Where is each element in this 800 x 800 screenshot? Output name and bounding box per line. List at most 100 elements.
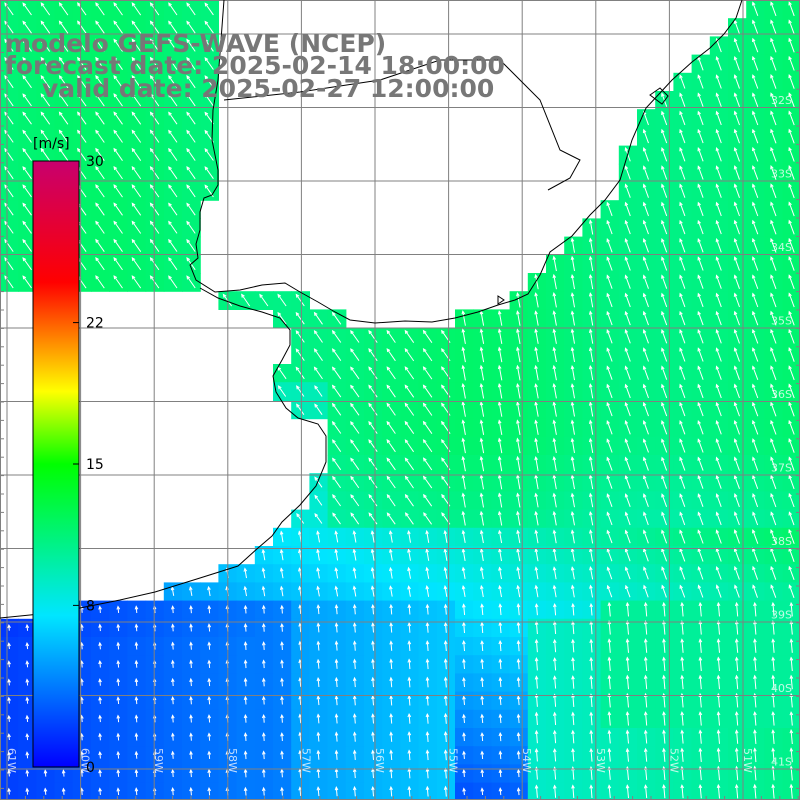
wind-arrow [770,274,777,290]
longitude-label: 54W [520,748,533,773]
wind-arrow [661,456,668,471]
wind-arrow [25,714,30,722]
wind-arrow [516,328,521,344]
wind-arrow [606,347,613,362]
wind-arrow [334,640,339,651]
wind-arrow [679,165,686,180]
wind-arrow [679,292,686,308]
colorbar-tick-label: 15 [86,457,104,473]
wind-arrow [189,585,193,596]
wind-arrow [189,641,193,650]
wind-arrow [661,383,668,399]
wind-arrow [715,292,722,308]
wind-arrow [22,166,32,180]
wind-arrow [607,601,612,617]
wind-arrow [7,696,11,704]
wind-arrow [625,638,630,653]
wind-arrow [316,749,321,760]
wind-arrow [589,584,593,598]
border-line [223,59,581,191]
wind-arrow [131,238,142,252]
wind-arrow [404,493,414,507]
wind-arrow [479,328,485,344]
wind-arrow [661,292,668,308]
wind-arrow [788,201,795,217]
wind-arrow [606,566,613,580]
wind-arrow [462,640,466,652]
wind-arrow [624,310,631,326]
wind-arrow [462,603,466,616]
wind-arrow [461,510,466,526]
wind-arrow [386,512,396,525]
wind-arrow [643,511,649,526]
wind-arrow [480,603,484,616]
wind-arrow [497,401,503,417]
wind-arrow [680,601,685,617]
wind-arrow [368,384,378,398]
wind-arrow [386,366,396,380]
wind-arrow [316,695,321,706]
wind-arrow [77,20,87,34]
wind-arrow [386,329,396,343]
wind-arrow [461,328,466,344]
wind-arrow [425,621,430,633]
wind-arrow [733,110,740,126]
longitude-label: 60W [79,748,92,773]
wind-arrow [371,676,375,688]
wind-arrow [243,768,248,778]
wind-arrow [697,128,704,144]
wind-arrow [752,37,759,53]
wind-arrow [186,75,196,89]
wind-arrow [570,383,575,399]
wind-arrow [368,457,378,471]
wind-arrow [788,438,795,453]
wind-arrow [642,256,649,271]
wind-arrow [606,438,613,453]
wind-arrow [642,183,649,198]
wind-arrow [116,787,121,796]
wind-arrow [771,747,775,763]
wind-arrow [788,365,795,381]
wind-arrow [679,420,686,435]
wind-arrow [207,750,212,759]
wind-arrow [425,603,430,615]
wind-arrow [443,731,448,743]
wind-arrow [352,713,357,724]
wind-arrow [606,292,613,308]
wind-arrow [715,165,722,180]
wind-arrow [788,584,795,598]
wind-arrow [534,638,539,653]
colorbar-tick-label: 22 [86,316,104,332]
wind-arrow [243,623,248,632]
wind-arrow [479,346,485,363]
wind-arrow [371,640,375,651]
wind-arrow [334,622,339,633]
latitude-label: 41S [771,756,792,769]
wind-arrow [77,74,87,89]
wind-arrow [552,711,557,726]
wind-arrow [516,291,521,308]
wind-arrow [334,567,339,579]
wind-arrow [425,658,430,670]
wind-arrow [171,787,175,796]
wind-arrow [407,785,412,797]
wind-arrow [516,658,521,670]
wind-arrow [280,750,284,760]
wind-arrow [662,747,666,762]
wind-arrow [606,274,613,289]
wind-arrow [771,638,776,653]
wind-arrow [607,674,612,690]
wind-arrow [733,292,740,308]
wind-arrow [733,328,740,344]
wind-arrow [661,493,668,507]
wind-arrow [389,676,393,688]
wind-arrow [313,329,323,343]
wind-arrow [752,456,759,471]
wind-arrow [770,328,777,344]
wind-arrow [280,695,284,705]
wind-arrow [77,147,87,161]
wind-arrow [607,711,612,726]
wind-arrow [40,56,51,70]
wind-arrow [661,529,668,544]
wind-arrow [679,238,686,253]
